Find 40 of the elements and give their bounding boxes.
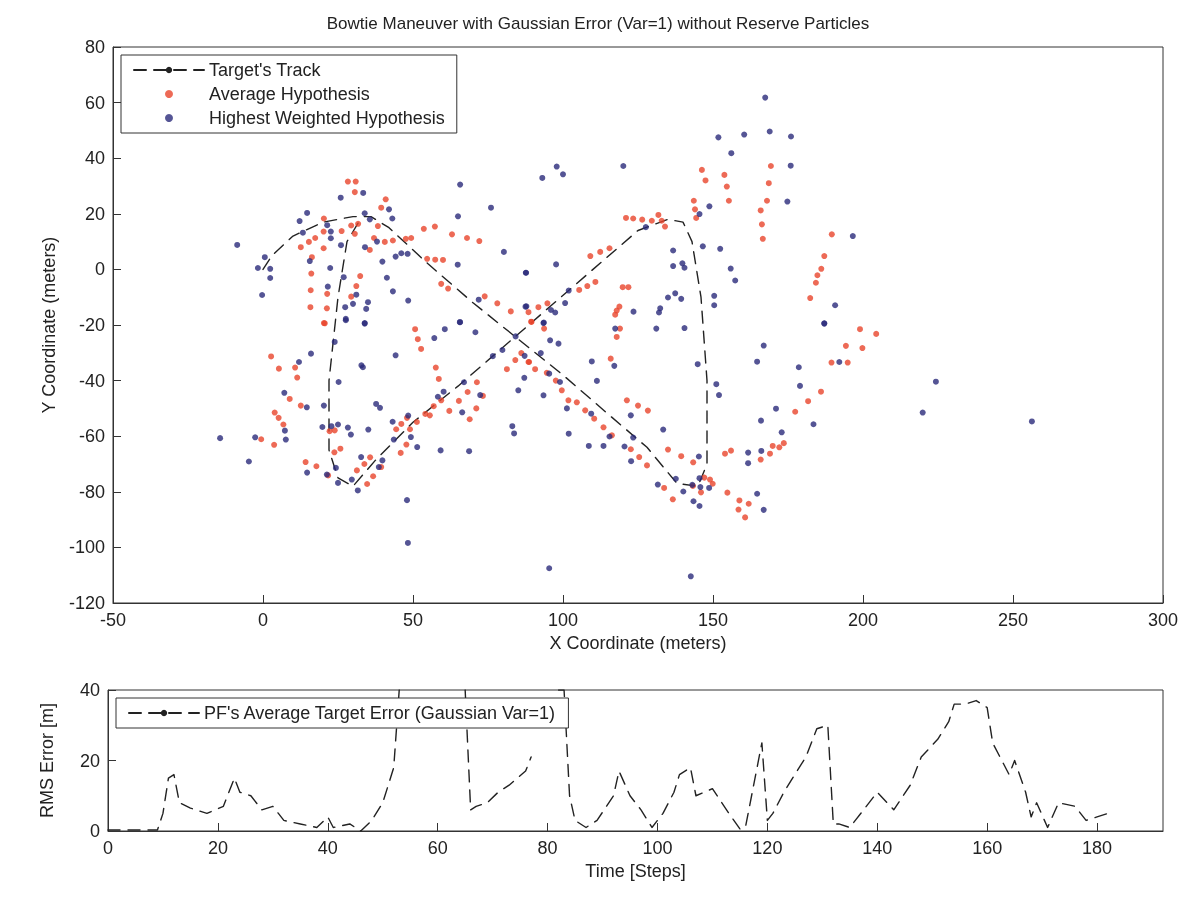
y-axis-title: Y Coordinate (meters)	[39, 236, 60, 414]
x-tick-label: 100	[547, 610, 579, 630]
y-tick-label: -40	[78, 370, 105, 391]
y-tick-label: 40	[84, 148, 105, 169]
y-tick-label: -120	[68, 593, 105, 613]
y-tick-label: 0	[94, 259, 105, 280]
y-tick-label: -60	[78, 426, 105, 447]
x-tick-label: 100	[642, 838, 673, 858]
y-tick-label: 20	[79, 750, 100, 771]
x-tick-label: 300	[1147, 610, 1179, 630]
y-axis-title: RMS Error [m]	[37, 703, 57, 818]
x-tick-label: 250	[997, 610, 1029, 630]
x-tick-label: -50	[99, 610, 127, 630]
x-tick-label: 80	[537, 838, 558, 858]
y-tick-label: 60	[84, 92, 105, 113]
x-tick-label: 60	[427, 838, 448, 858]
x-tick-label: 50	[402, 610, 424, 630]
x-axis-title: Time [Steps]	[585, 860, 686, 881]
x-tick-label: 180	[1082, 838, 1113, 858]
x-tick-label: 150	[697, 610, 729, 630]
y-tick-label: -20	[78, 315, 105, 335]
legend-label: Average Hypothesis	[209, 84, 370, 104]
y-tick-label: -80	[78, 481, 105, 502]
chart-title: Bowtie Maneuver with Gaussian Error (Var=1) without Reserve Particles	[326, 14, 870, 33]
x-tick-label: 20	[207, 838, 228, 858]
legend-label: Target's Track	[209, 60, 322, 80]
y-tick-label: 40	[79, 680, 100, 700]
x-tick-label: 40	[317, 838, 338, 858]
legend-label: Highest Weighted Hypothesis	[209, 108, 445, 128]
x-tick-label: 160	[972, 838, 1003, 858]
x-axis-title: X Coordinate (meters)	[549, 632, 727, 653]
y-tick-label: 80	[84, 37, 105, 57]
x-tick-label: 0	[257, 610, 269, 630]
x-tick-label: 200	[847, 610, 879, 630]
y-tick-label: 0	[89, 821, 100, 841]
y-tick-label: 20	[84, 203, 105, 224]
legend-label: PF's Average Target Error (Gaussian Var=1)	[204, 703, 556, 723]
y-tick-label: -100	[68, 537, 105, 558]
x-tick-label: 140	[862, 838, 893, 858]
x-tick-label: 120	[752, 838, 783, 858]
